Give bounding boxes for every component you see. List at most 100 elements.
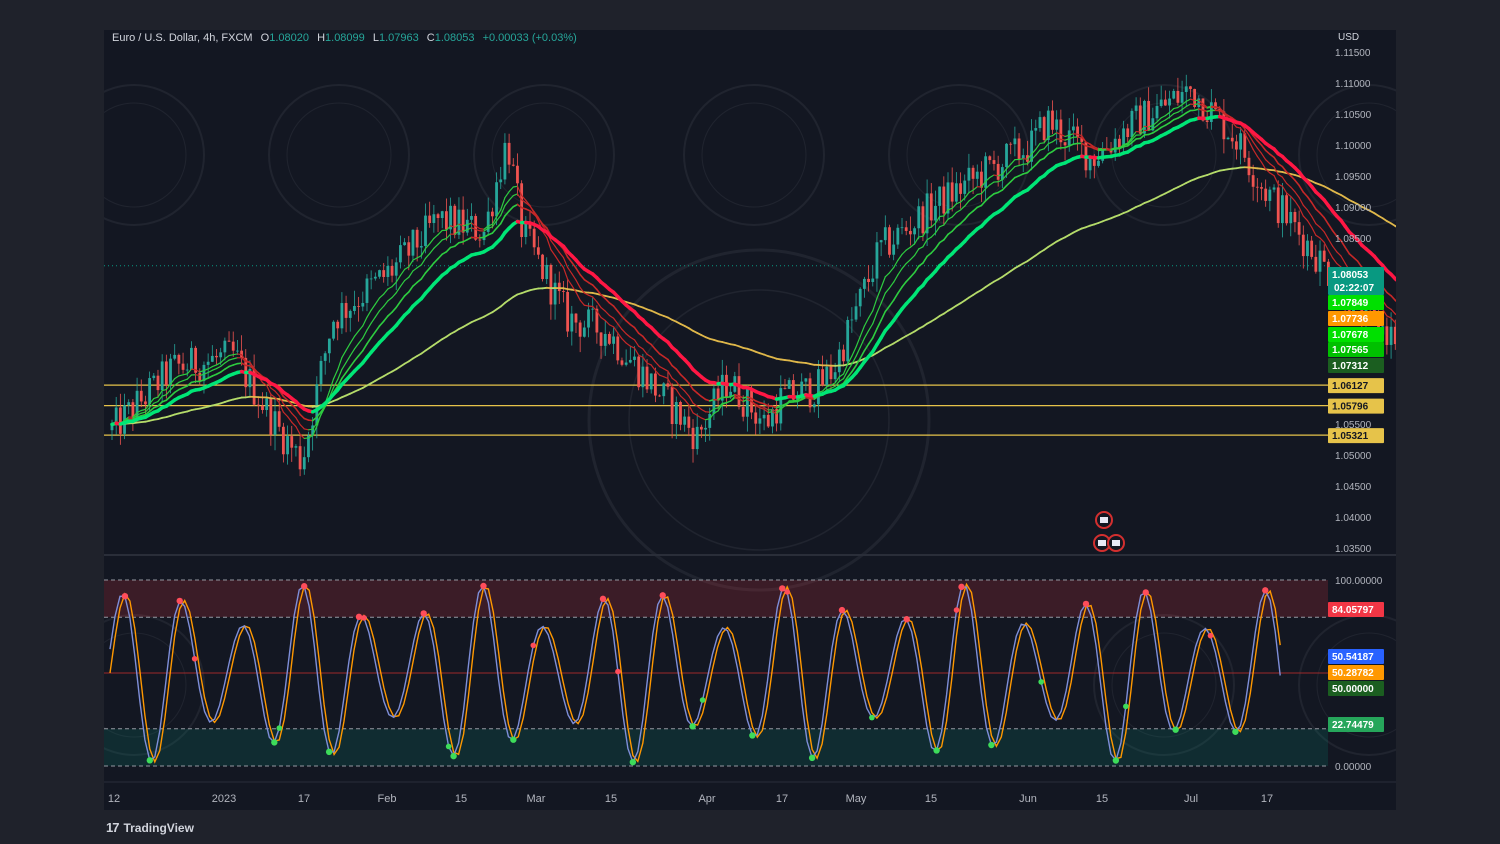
ma-ribbon-20-segment [1026,167,1033,174]
candle-body [1184,86,1188,93]
ma-ribbon-10-segment [399,268,406,277]
ma-ribbon-10-segment [512,185,519,188]
tradingview-logo[interactable]: 17 TradingView [106,820,194,835]
price-tag-2 [1328,311,1384,326]
candle-body [867,278,870,283]
watermark-ring-icon [286,102,392,208]
candle-body [365,278,369,303]
chart-canvas[interactable]: 1.11500 1.11000 1.10500 1.10000 1.09500 1.090… [104,30,1396,810]
ma-ribbon-14-segment [1168,113,1175,118]
oscillator-tag-1 [1328,649,1384,664]
oscillator-series [109,582,1281,766]
ma-ribbon-10-segment [930,222,937,228]
candle-body [503,142,507,180]
time-axis-tick: 17 [1261,793,1273,805]
ma-ribbon-20-segment [1152,129,1158,134]
candle-body [1301,234,1305,257]
ma-ribbon-10-segment [980,180,987,188]
ma-ribbon-10-segment [667,377,673,388]
ma-ribbon-20-segment [249,364,255,371]
candle-body [490,211,494,217]
symbol-name[interactable]: Euro / U.S. Dollar, 4h, FXCM [112,32,253,44]
ma-ribbon-20-segment [591,284,598,291]
ma-ribbon-14-segment [646,353,652,358]
ma-ribbon-14-segment [696,405,702,410]
ma-ribbon-20-segment [483,234,490,239]
ma-ribbon-10-segment [776,408,782,415]
currency-label: USD [1338,32,1360,43]
ma-ribbon-14-segment [500,205,506,216]
ma-ribbon-14-segment [847,363,853,372]
ma-ribbon-10-segment [525,199,531,207]
ma-ribbon-14-segment [295,417,301,426]
candle-body [582,327,586,337]
ma-ribbon-10-segment [349,335,356,344]
ma-ribbon-10-segment [521,194,527,202]
candle-body [825,366,829,386]
candle-body [1076,126,1079,137]
ma-ribbon-20-segment [537,217,544,225]
ma-ribbon-10-segment [951,203,957,209]
ma-ribbon-14-segment [1127,139,1133,145]
ma-ribbon-20-segment [575,267,581,276]
ma-ribbon-14-segment [445,233,452,240]
candle-body [913,228,916,235]
ma-ribbon-20-segment [570,261,577,269]
candle-body [407,242,411,256]
ma-ribbon-10-segment [872,297,878,312]
ma-ribbon-10-segment [240,354,247,362]
candle-body [336,321,340,329]
candle-body [603,333,607,346]
ma-ribbon-20-segment [357,349,364,357]
ma-ribbon-10-segment [1018,158,1024,161]
ma-ribbon-14-segment [654,361,661,368]
ma-ribbon-10-segment [1298,206,1304,217]
ma-ribbon-20-segment [1009,176,1016,183]
candle-body [411,229,415,256]
ma-ribbon-10-segment [1260,161,1267,170]
ma-ribbon-20-segment [1164,121,1171,127]
ma-ribbon-20-segment [600,294,607,300]
candle-body [403,242,406,246]
ma-ribbon-10-segment [1294,200,1300,208]
ma-ribbon-14-segment [922,239,928,248]
candle-body [474,216,478,240]
ma-ribbon-20-segment [871,327,878,339]
ma-ribbon-14-segment [312,422,318,430]
chart-frame: 1.11500 1.11000 1.10500 1.10000 1.09500 1.090… [104,30,1396,810]
ma-ribbon-14-segment [1198,103,1204,107]
ma-ribbon-10-segment [1306,219,1313,228]
candle-body [737,376,741,407]
ma-ribbon-14-segment [136,412,142,416]
ma-ribbon-20-segment [169,391,176,398]
oscillator-tag-3 [1328,681,1384,696]
ma-ribbon-20-segment [1356,260,1363,268]
ma-ribbon-20-segment [299,413,306,420]
ma-ribbon-10-segment [1001,168,1008,175]
candle-body [1285,195,1288,224]
candle-body [837,349,841,373]
oversold-zone [104,728,1328,766]
ma-ribbon-10-segment [433,234,439,240]
ma-ribbon-10-segment [709,412,715,420]
cross-dot [615,668,621,675]
ma-ribbon-20-segment [1277,162,1284,168]
ma-ribbon-14-segment [387,296,393,302]
slow-ma-segment [499,302,506,308]
ma-ribbon-20-segment [587,281,594,286]
candle-body [925,193,929,234]
watermark-seal-icon [1093,614,1235,756]
ma-ribbon-20-segment [922,255,928,264]
ma-ribbon-10-segment [136,409,142,414]
candle-body [892,244,896,255]
candle-body [1385,326,1389,345]
ma-ribbon-20-segment [224,365,230,370]
candle-body [511,164,515,166]
ma-ribbon-14-segment [525,202,531,207]
ma-ribbon-14-segment [738,398,744,402]
ma-ribbon-20-segment [1269,153,1275,159]
ma-ribbon-20-segment [1043,152,1050,160]
ma-ribbon-10-segment [387,285,393,290]
time-axis-tick: 15 [925,793,937,805]
ma-ribbon-14-segment [826,387,832,391]
